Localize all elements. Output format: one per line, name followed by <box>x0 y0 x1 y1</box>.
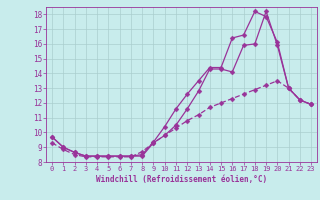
X-axis label: Windchill (Refroidissement éolien,°C): Windchill (Refroidissement éolien,°C) <box>96 175 267 184</box>
